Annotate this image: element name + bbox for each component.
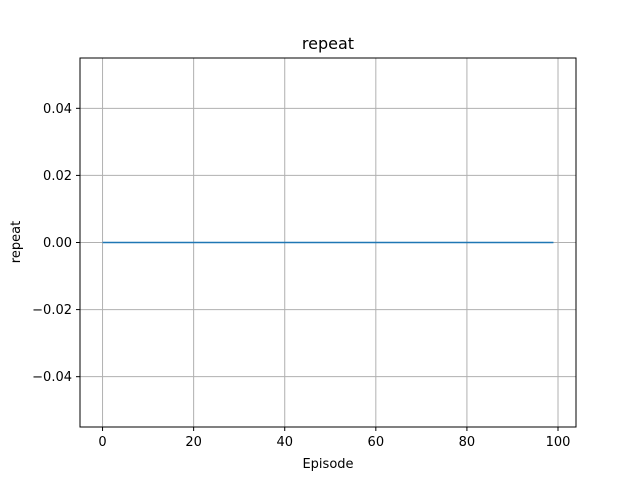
y-tick-label: −0.02 (32, 303, 72, 318)
x-tick-label: 0 (98, 435, 106, 450)
y-tick-label: 0.04 (43, 102, 72, 117)
x-tick-label: 40 (276, 435, 293, 450)
x-tick-label: 60 (368, 435, 385, 450)
y-tick-label: 0.00 (43, 236, 72, 251)
x-tick-label: 100 (546, 435, 571, 450)
x-tick-label: 20 (185, 435, 202, 450)
x-axis-title: Episode (302, 457, 353, 472)
x-tick-label: 80 (459, 435, 476, 450)
y-tick-label: 0.02 (43, 169, 72, 184)
y-axis-ticks: −0.04 −0.02 0.00 0.02 0.04 (32, 102, 80, 385)
y-tick-label: −0.04 (32, 370, 72, 385)
chart-title: repeat (302, 34, 354, 53)
y-axis-title: repeat (9, 221, 24, 263)
x-axis-ticks: 0 20 40 60 80 100 (98, 427, 570, 450)
